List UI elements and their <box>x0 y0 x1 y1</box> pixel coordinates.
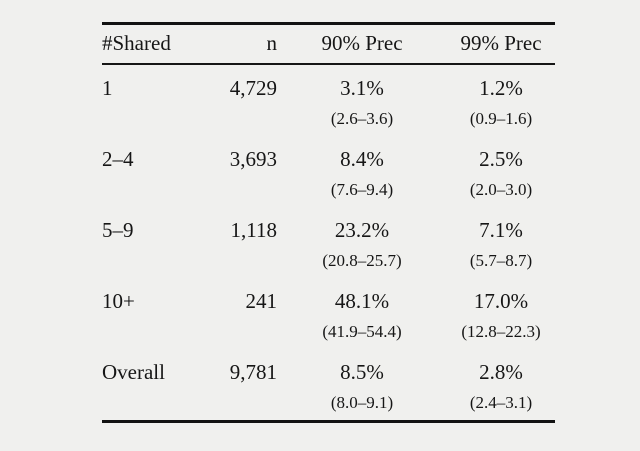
prec90-cell: 23.2% (20.8–25.7) <box>277 215 447 276</box>
prec99-confidence-interval: (2.0–3.0) <box>469 180 533 199</box>
prec90-value: 8.4% <box>340 147 384 171</box>
n-cell: 1,118 <box>230 218 277 242</box>
prec99-confidence-interval: (2.4–3.1) <box>469 393 533 412</box>
prec99-confidence-interval: (12.8–22.3) <box>461 322 541 341</box>
prec99-confidence-interval: (0.9–1.6) <box>469 109 533 128</box>
prec90-value: 8.5% <box>340 360 384 384</box>
column-header-prec99: 99% Prec <box>460 31 542 55</box>
prec90-confidence-interval: (2.6–3.6) <box>330 109 394 128</box>
table-row: 2–4 3,693 8.4% (7.6–9.4) 2.5% (2.0–3.0) <box>102 136 555 207</box>
shared-count-cell: Overall <box>102 360 165 384</box>
prec90-confidence-interval: (7.6–9.4) <box>330 180 394 199</box>
prec99-value: 1.2% <box>479 76 523 100</box>
prec90-confidence-interval: (8.0–9.1) <box>330 393 394 412</box>
column-header-n: n <box>266 31 278 55</box>
table-row: Overall 9,781 8.5% (8.0–9.1) 2.8% (2.4–3… <box>102 349 555 420</box>
table-top-rule <box>102 22 555 25</box>
prec99-cell: 7.1% (5.7–8.7) <box>447 215 555 276</box>
column-header-prec90: 90% Prec <box>321 31 403 55</box>
prec99-value: 7.1% <box>479 218 523 242</box>
table-header-row: #Shared n 90% Prec 99% Prec <box>102 25 555 63</box>
shared-count-cell: 1 <box>102 76 113 100</box>
table-header-rule <box>102 63 555 65</box>
table-row: 10+ 241 48.1% (41.9–54.4) 17.0% (12.8–22… <box>102 278 555 349</box>
prec99-confidence-interval: (5.7–8.7) <box>469 251 533 270</box>
shared-count-cell: 5–9 <box>102 218 134 242</box>
n-cell: 3,693 <box>229 147 277 171</box>
prec90-cell: 8.4% (7.6–9.4) <box>277 144 447 205</box>
shared-count-cell: 2–4 <box>102 147 134 171</box>
table-bottom-rule <box>102 420 555 423</box>
prec90-value: 48.1% <box>334 289 390 313</box>
prec99-value: 2.8% <box>479 360 523 384</box>
shared-count-cell: 10+ <box>102 289 135 313</box>
n-cell: 9,781 <box>229 360 277 384</box>
precision-table: #Shared n 90% Prec 99% Prec 1 4,729 3.1%… <box>102 22 555 423</box>
prec99-value: 2.5% <box>479 147 523 171</box>
table-row: 1 4,729 3.1% (2.6–3.6) 1.2% (0.9–1.6) <box>102 65 555 136</box>
n-cell: 4,729 <box>229 76 277 100</box>
prec99-cell: 17.0% (12.8–22.3) <box>447 286 555 347</box>
prec90-confidence-interval: (20.8–25.7) <box>322 251 402 270</box>
prec90-confidence-interval: (41.9–54.4) <box>322 322 402 341</box>
prec90-value: 23.2% <box>334 218 390 242</box>
prec90-cell: 48.1% (41.9–54.4) <box>277 286 447 347</box>
prec99-cell: 2.5% (2.0–3.0) <box>447 144 555 205</box>
prec90-cell: 3.1% (2.6–3.6) <box>277 73 447 134</box>
column-header-shared: #Shared <box>102 31 171 55</box>
prec99-cell: 2.8% (2.4–3.1) <box>447 357 555 418</box>
prec90-value: 3.1% <box>340 76 384 100</box>
prec99-value: 17.0% <box>473 289 529 313</box>
prec99-cell: 1.2% (0.9–1.6) <box>447 73 555 134</box>
table-row: 5–9 1,118 23.2% (20.8–25.7) 7.1% (5.7–8.… <box>102 207 555 278</box>
n-cell: 241 <box>245 289 278 313</box>
prec90-cell: 8.5% (8.0–9.1) <box>277 357 447 418</box>
